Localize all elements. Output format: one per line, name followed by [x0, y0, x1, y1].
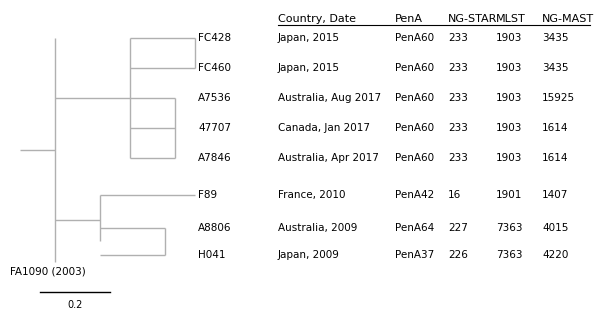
Text: 227: 227	[448, 223, 468, 233]
Text: PenA42: PenA42	[395, 190, 434, 200]
Text: 233: 233	[448, 93, 468, 103]
Text: 1903: 1903	[496, 63, 523, 73]
Text: 7363: 7363	[496, 250, 523, 260]
Text: 3435: 3435	[542, 63, 569, 73]
Text: 1614: 1614	[542, 153, 569, 163]
Text: Canada, Jan 2017: Canada, Jan 2017	[278, 123, 370, 133]
Text: NG-MAST: NG-MAST	[542, 14, 594, 24]
Text: 233: 233	[448, 63, 468, 73]
Text: PenA60: PenA60	[395, 33, 434, 43]
Text: PenA60: PenA60	[395, 93, 434, 103]
Text: 1903: 1903	[496, 93, 523, 103]
Text: 226: 226	[448, 250, 468, 260]
Text: 7363: 7363	[496, 223, 523, 233]
Text: Country, Date: Country, Date	[278, 14, 356, 24]
Text: 15925: 15925	[542, 93, 575, 103]
Text: A8806: A8806	[198, 223, 232, 233]
Text: 1903: 1903	[496, 153, 523, 163]
Text: F89: F89	[198, 190, 217, 200]
Text: 233: 233	[448, 123, 468, 133]
Text: FC460: FC460	[198, 63, 231, 73]
Text: 4015: 4015	[542, 223, 568, 233]
Text: H041: H041	[198, 250, 226, 260]
Text: 1901: 1901	[496, 190, 523, 200]
Text: 3435: 3435	[542, 33, 569, 43]
Text: FC428: FC428	[198, 33, 231, 43]
Text: PenA37: PenA37	[395, 250, 434, 260]
Text: Australia, 2009: Australia, 2009	[278, 223, 358, 233]
Text: NG-STAR: NG-STAR	[448, 14, 497, 24]
Text: 1614: 1614	[542, 123, 569, 133]
Text: 233: 233	[448, 153, 468, 163]
Text: 4220: 4220	[542, 250, 568, 260]
Text: PenA60: PenA60	[395, 123, 434, 133]
Text: 47707: 47707	[198, 123, 231, 133]
Text: 1903: 1903	[496, 123, 523, 133]
Text: France, 2010: France, 2010	[278, 190, 346, 200]
Text: PenA60: PenA60	[395, 153, 434, 163]
Text: MLST: MLST	[496, 14, 526, 24]
Text: A7536: A7536	[198, 93, 232, 103]
Text: 1903: 1903	[496, 33, 523, 43]
Text: Japan, 2015: Japan, 2015	[278, 63, 340, 73]
Text: Australia, Apr 2017: Australia, Apr 2017	[278, 153, 379, 163]
Text: 16: 16	[448, 190, 461, 200]
Text: 0.2: 0.2	[67, 300, 83, 310]
Text: PenA: PenA	[395, 14, 423, 24]
Text: Japan, 2009: Japan, 2009	[278, 250, 340, 260]
Text: PenA60: PenA60	[395, 63, 434, 73]
Text: Australia, Aug 2017: Australia, Aug 2017	[278, 93, 381, 103]
Text: 233: 233	[448, 33, 468, 43]
Text: PenA64: PenA64	[395, 223, 434, 233]
Text: A7846: A7846	[198, 153, 232, 163]
Text: 1407: 1407	[542, 190, 568, 200]
Text: FA1090 (2003): FA1090 (2003)	[10, 267, 86, 277]
Text: Japan, 2015: Japan, 2015	[278, 33, 340, 43]
